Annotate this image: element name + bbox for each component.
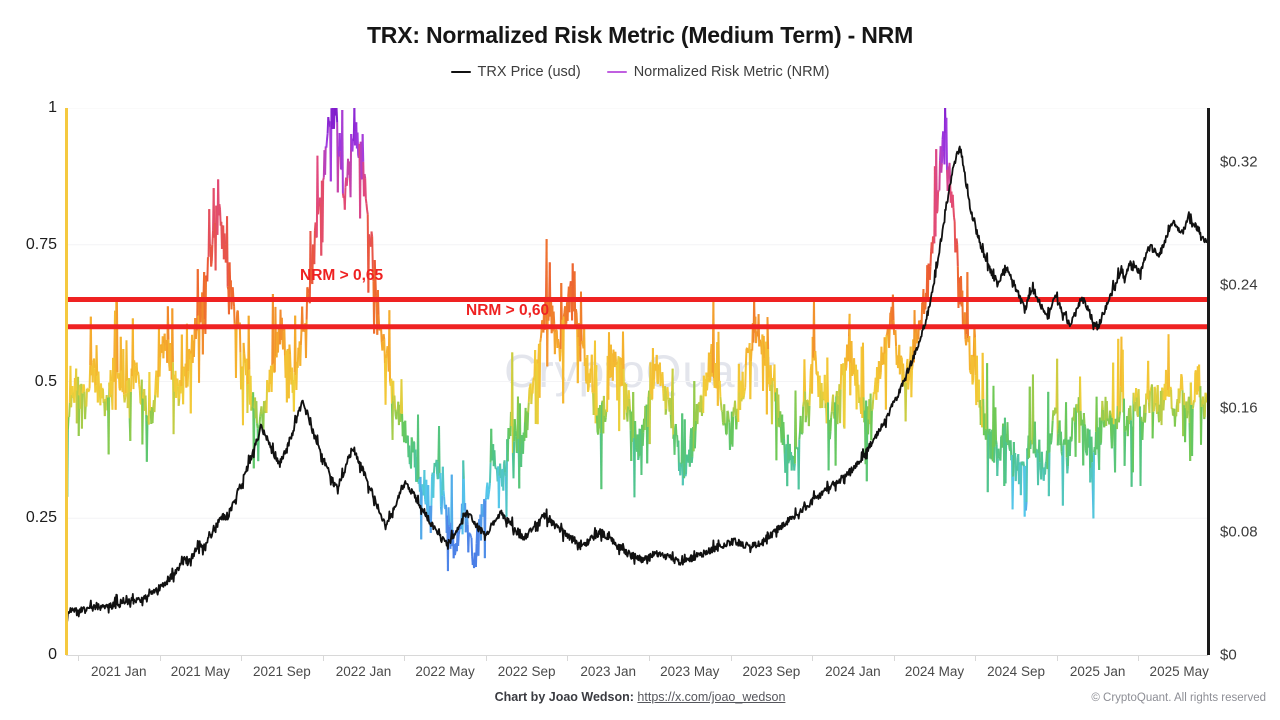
- legend-swatch-price: [450, 70, 471, 74]
- y-axis-left-tick: 1: [48, 99, 57, 116]
- threshold-label: NRM > 0,60: [466, 301, 550, 319]
- y-axis-right-line: [1207, 108, 1210, 655]
- x-axis-tick: 2025 Jan: [1069, 664, 1126, 679]
- legend-label-price: TRX Price (usd): [477, 64, 581, 80]
- x-axis-tick-mark: [485, 655, 487, 661]
- page-title: TRX: Normalized Risk Metric (Medium Term…: [366, 22, 914, 48]
- x-axis-tick: 2023 Sep: [742, 664, 801, 679]
- x-axis-tick-mark: [730, 655, 732, 661]
- x-axis-tick: 2024 Jan: [825, 664, 881, 679]
- x-axis-tick: 2022 Sep: [497, 664, 556, 679]
- x-axis-tick: 2022 May: [415, 664, 475, 679]
- x-axis-tick-mark: [78, 655, 79, 661]
- y-axis-right-tick: $0.32: [1220, 153, 1258, 171]
- y-axis-right-tick: $0.16: [1220, 399, 1258, 417]
- x-axis-tick-mark: [975, 655, 977, 661]
- credit-link[interactable]: https://x.com/joao_wedson: [637, 690, 786, 704]
- x-axis-tick: 2023 May: [660, 664, 720, 679]
- x-axis-line: [66, 655, 1208, 656]
- x-axis-tick: 2023 Jan: [580, 664, 636, 679]
- plot-area: [66, 108, 1208, 623]
- legend-item-price[interactable]: TRX Price (usd): [450, 64, 581, 80]
- legend-swatch-nrm: [606, 70, 627, 74]
- y-axis-right-tick: $0: [1220, 646, 1237, 664]
- x-axis-tick: 2022 Jan: [335, 664, 392, 679]
- x-axis-tick: 2025 May: [1149, 664, 1209, 679]
- credit-prefix: Chart by Joao Wedson:: [494, 690, 634, 704]
- y-axis-left-tick: 0.25: [25, 509, 57, 527]
- x-axis-tick-mark: [1056, 655, 1058, 661]
- legend-label-nrm: Normalized Risk Metric (NRM): [633, 64, 830, 80]
- x-axis-tick-mark: [812, 655, 814, 661]
- x-axis-tick-mark: [1138, 655, 1140, 661]
- x-axis-tick: 2024 Sep: [987, 664, 1045, 679]
- threshold-label: NRM > 0,65: [300, 267, 384, 285]
- x-axis-tick-mark: [893, 655, 895, 661]
- x-axis-tick: 2024 May: [904, 664, 965, 679]
- y-axis-left-line: [65, 108, 68, 655]
- x-axis-tick-mark: [241, 655, 243, 661]
- chart-credit: Chart by Joao Wedson: https://x.com/joao…: [0, 690, 1280, 704]
- y-axis-right-tick: $0.24: [1220, 276, 1258, 294]
- y-axis-left-tick: 0.75: [25, 235, 57, 253]
- x-axis-tick: 2021 Jan: [91, 664, 147, 679]
- x-axis-tick-mark: [159, 655, 161, 661]
- y-axis-left-tick: 0.5: [34, 372, 57, 390]
- copyright-notice: © CryptoQuant. All rights reserved: [1091, 692, 1266, 704]
- x-axis-tick-mark: [404, 655, 406, 661]
- x-axis-tick: 2021 Sep: [253, 664, 311, 679]
- chart-legend: TRX Price (usd) Normalized Risk Metric (…: [0, 64, 1280, 80]
- y-axis-right-tick: $0.08: [1220, 523, 1258, 541]
- x-axis-tick: 2021 May: [170, 664, 230, 679]
- legend-item-nrm[interactable]: Normalized Risk Metric (NRM): [606, 64, 830, 80]
- y-axis-left-tick: 0: [48, 646, 57, 663]
- x-axis-tick-mark: [567, 655, 569, 661]
- x-axis-tick-mark: [649, 655, 650, 661]
- x-axis-tick-mark: [322, 655, 324, 661]
